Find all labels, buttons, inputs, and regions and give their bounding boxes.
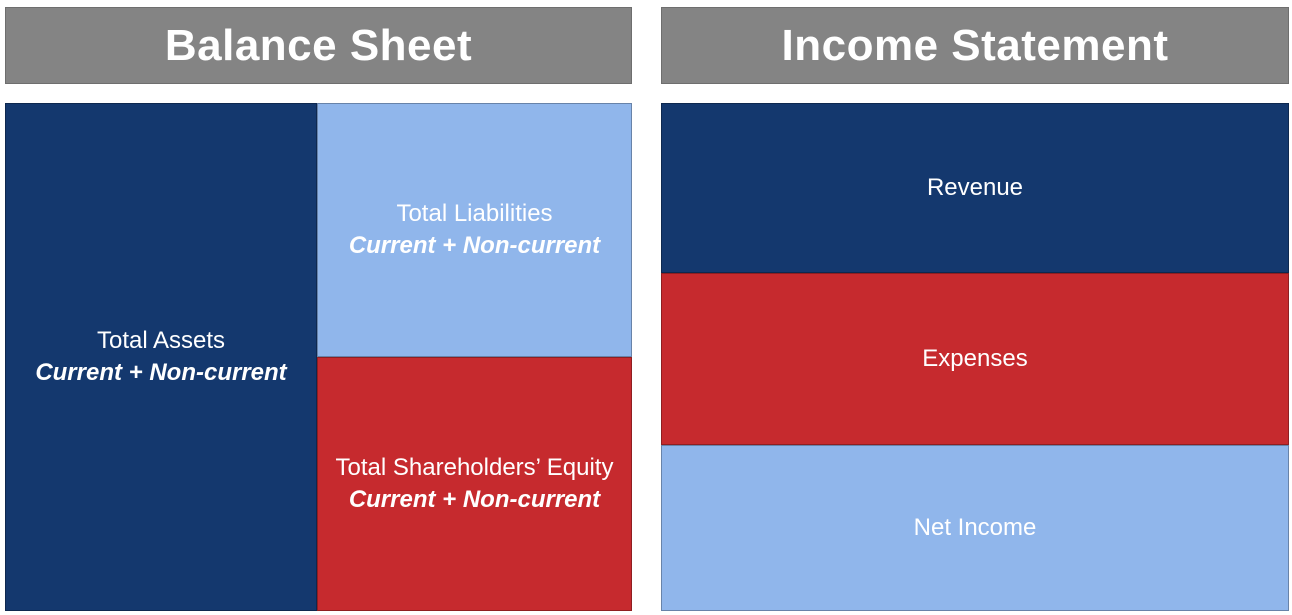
income-statement-panel: Income Statement Revenue Expenses Net In… xyxy=(661,7,1289,611)
total-assets-box: Total Assets Current + Non-current xyxy=(5,103,317,611)
total-assets-sublabel: Current + Non-current xyxy=(35,359,287,386)
net-income-band: Net Income xyxy=(661,445,1289,611)
balance-sheet-title: Balance Sheet xyxy=(5,7,632,84)
liabilities-equity-column: Total Liabilities Current + Non-current … xyxy=(317,103,632,611)
income-statement-body: Revenue Expenses Net Income xyxy=(661,103,1289,611)
total-assets-label: Total Assets xyxy=(96,326,226,354)
balance-sheet-body: Total Assets Current + Non-current Total… xyxy=(5,103,632,611)
shareholders-equity-sublabel: Current + Non-current xyxy=(348,486,601,513)
expenses-band: Expenses xyxy=(661,273,1289,445)
expenses-label: Expenses xyxy=(922,344,1028,372)
revenue-band: Revenue xyxy=(661,103,1289,273)
total-liabilities-label: Total Liabilities xyxy=(396,199,553,227)
shareholders-equity-label: Total Shareholders’ Equity xyxy=(335,453,614,481)
shareholders-equity-box: Total Shareholders’ Equity Current + Non… xyxy=(317,357,632,611)
balance-sheet-panel: Balance Sheet Total Assets Current + Non… xyxy=(5,7,632,611)
net-income-label: Net Income xyxy=(913,513,1037,541)
income-statement-title: Income Statement xyxy=(661,7,1289,84)
revenue-label: Revenue xyxy=(926,173,1024,201)
total-liabilities-box: Total Liabilities Current + Non-current xyxy=(317,103,632,357)
total-liabilities-sublabel: Current + Non-current xyxy=(348,232,601,259)
